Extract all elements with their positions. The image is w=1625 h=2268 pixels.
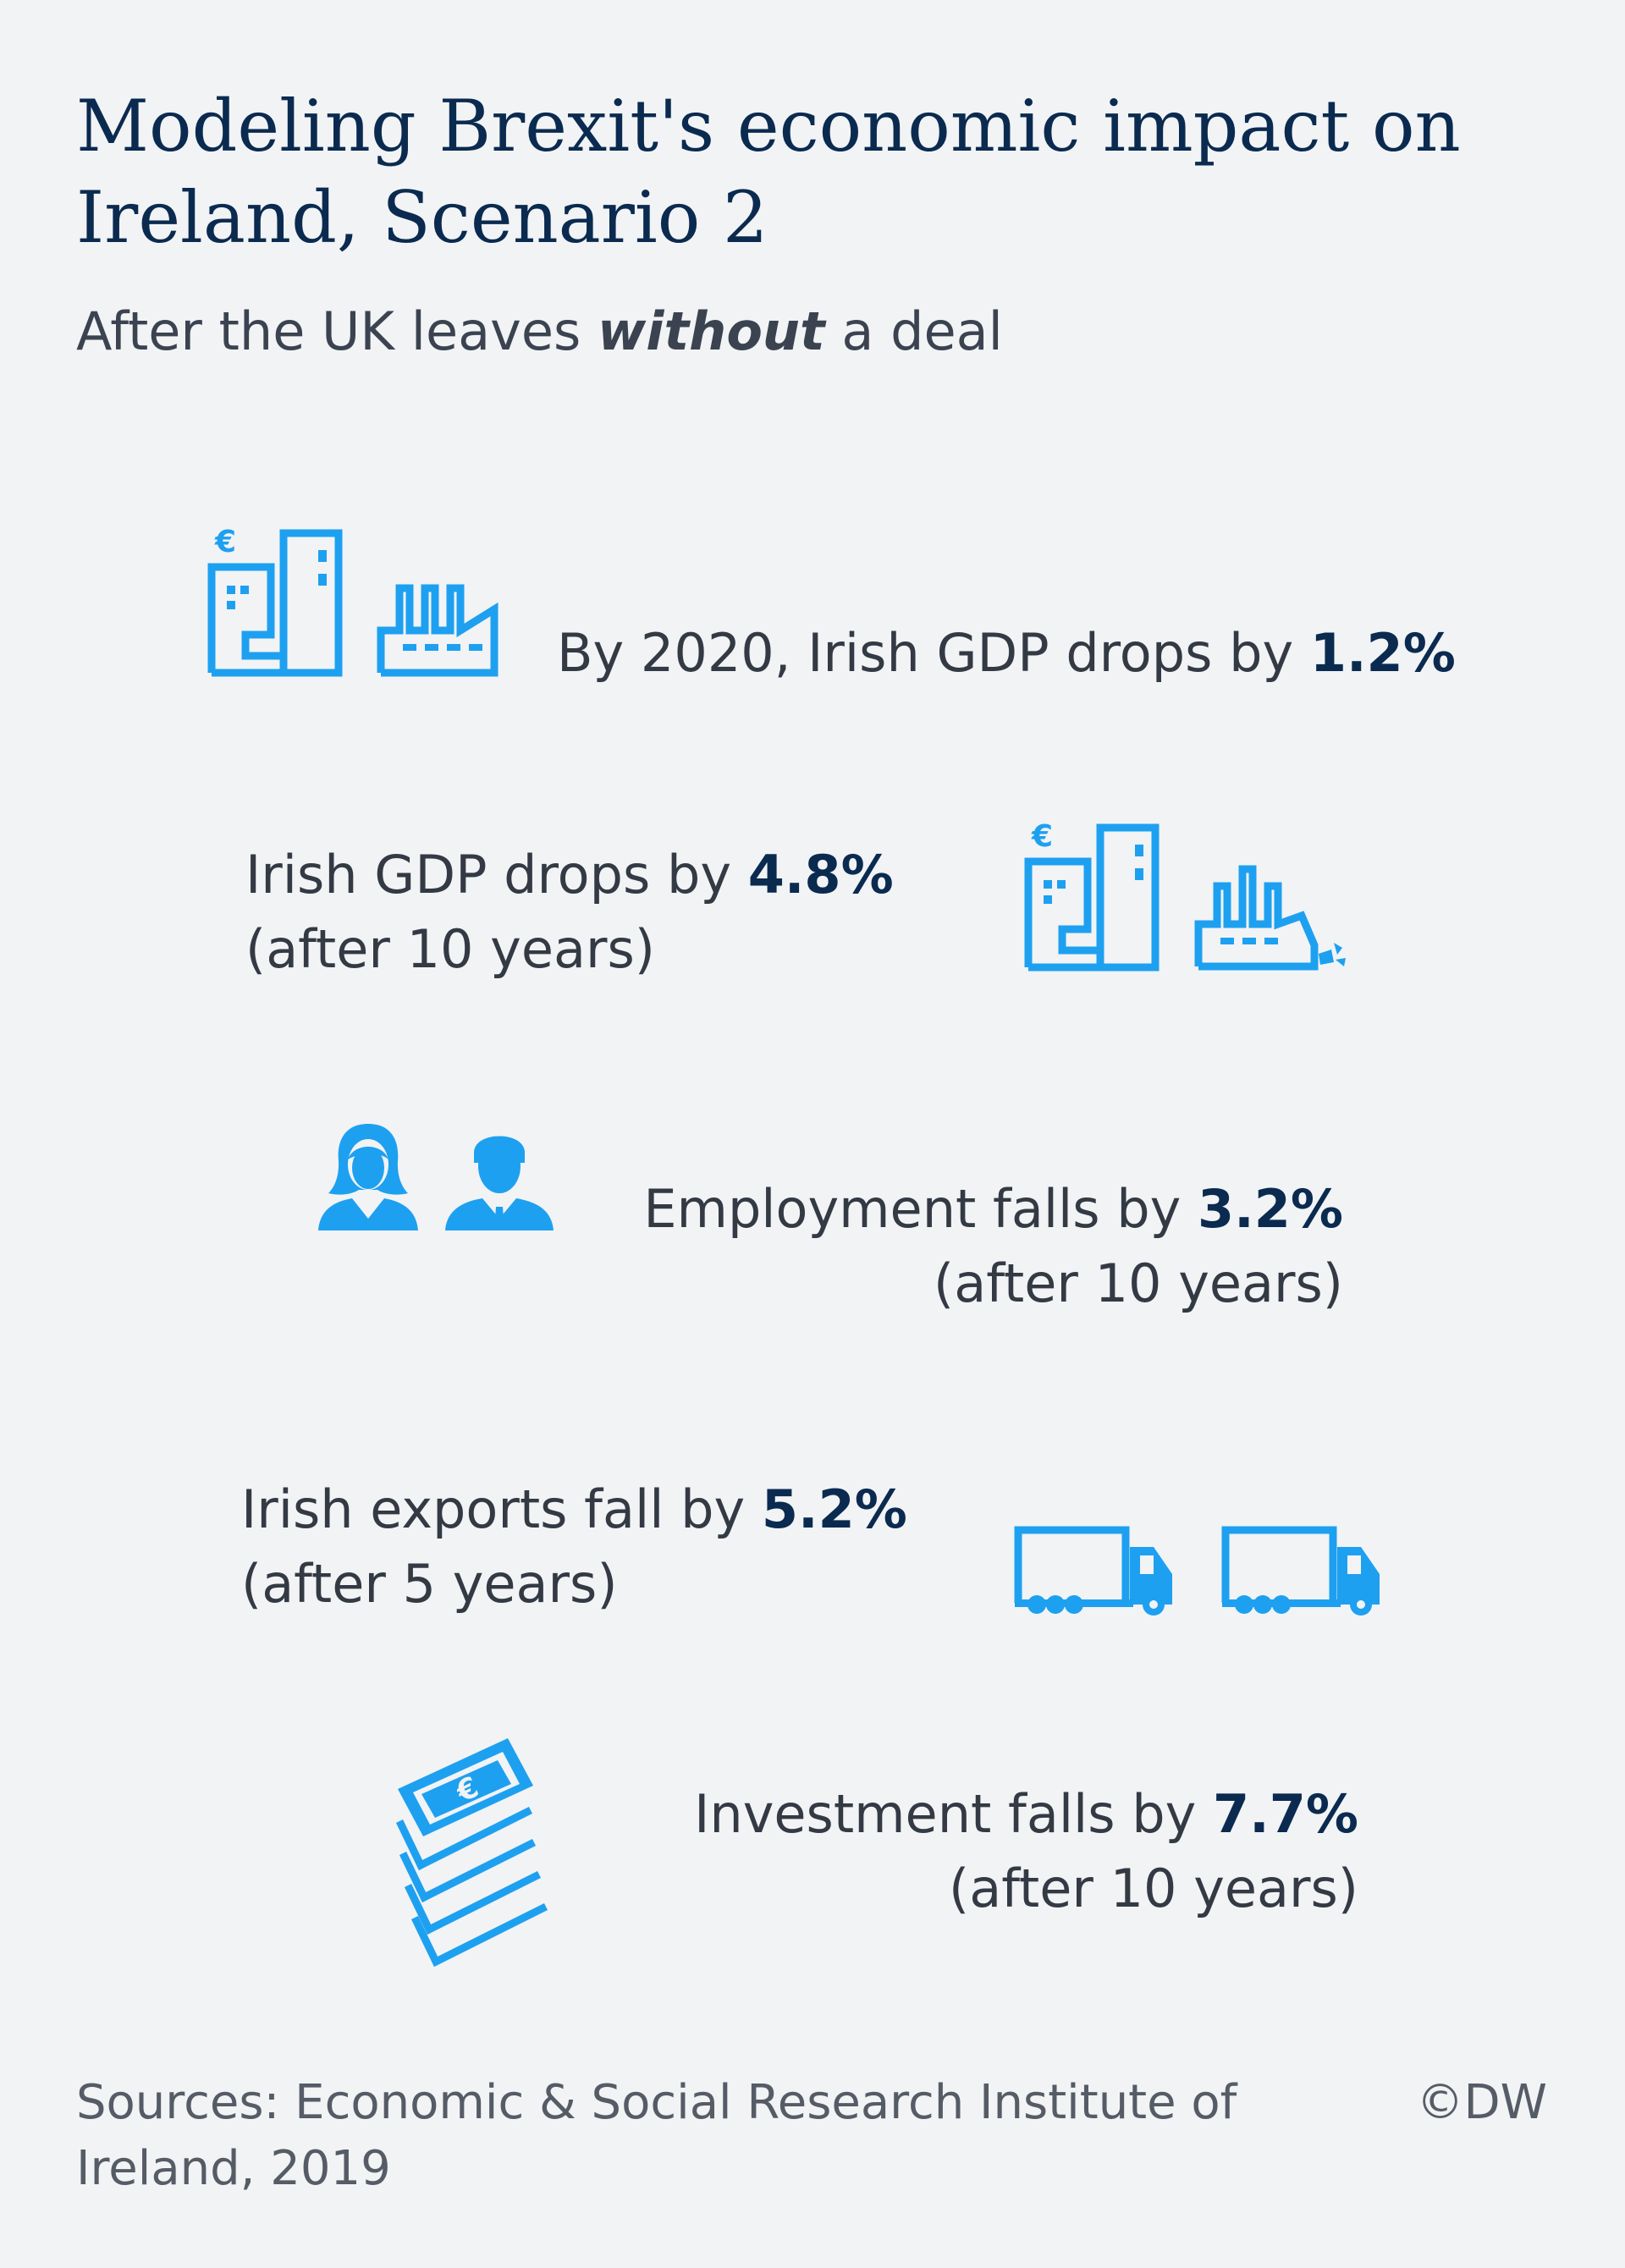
- stat-note: (after 10 years): [949, 1858, 1358, 1919]
- stat-investment: Investment falls by 7.7% (after 10 years…: [592, 1777, 1358, 1926]
- stat-value: 4.8%: [747, 844, 894, 906]
- truck-icon: [1221, 1526, 1380, 1616]
- euro-office-building-icon: €: [1024, 819, 1160, 972]
- crumbling-factory-icon: [1194, 865, 1346, 971]
- truck-icon: [1014, 1526, 1172, 1616]
- euro-office-building-icon: €: [207, 525, 343, 677]
- stat-employment: Employment falls by 3.2% (after 10 years…: [542, 1172, 1343, 1321]
- subtitle-text-after: a deal: [824, 300, 1003, 362]
- man-icon: [445, 1136, 554, 1230]
- stat-text: Investment falls by: [694, 1783, 1214, 1845]
- subtitle-text-before: After the UK leaves: [76, 300, 598, 362]
- stat-text: Irish exports fall by: [241, 1478, 762, 1540]
- stat-text: Employment falls by: [643, 1178, 1198, 1240]
- stat-gdp-10-years: Irish GDP drops by 4.8% (after 10 years): [245, 838, 894, 987]
- page-subtitle: After the UK leaves without a deal: [76, 298, 1003, 366]
- stat-value: 7.7%: [1213, 1783, 1358, 1845]
- stat-text: By 2020, Irish GDP drops by: [557, 622, 1310, 684]
- factory-icon: [377, 584, 499, 677]
- stat-note: (after 10 years): [934, 1252, 1343, 1314]
- stat-text: Irish GDP drops by: [245, 844, 748, 906]
- stat-exports: Irish exports fall by 5.2% (after 5 year…: [241, 1473, 907, 1621]
- euro-banknotes-icon: €: [395, 1738, 548, 1968]
- stat-gdp-2020: By 2020, Irish GDP drops by 1.2%: [557, 616, 1456, 691]
- sources-note: Sources: Economic & Social Research Inst…: [76, 2075, 1237, 2196]
- stat-value: 3.2%: [1198, 1178, 1343, 1240]
- stat-value: 5.2%: [761, 1478, 907, 1540]
- copyright-credit: ©DW: [1416, 2075, 1548, 2130]
- stat-note: (after 10 years): [245, 918, 655, 980]
- woman-icon: [318, 1124, 418, 1230]
- stat-note: (after 5 years): [241, 1553, 618, 1615]
- page-title: Modeling Brexit's economic impact on Ire…: [76, 85, 1461, 259]
- subtitle-emphasis: without: [598, 300, 825, 362]
- stat-value: 1.2%: [1309, 622, 1456, 684]
- euro-symbol: €: [214, 525, 236, 559]
- euro-symbol: €: [1031, 819, 1053, 854]
